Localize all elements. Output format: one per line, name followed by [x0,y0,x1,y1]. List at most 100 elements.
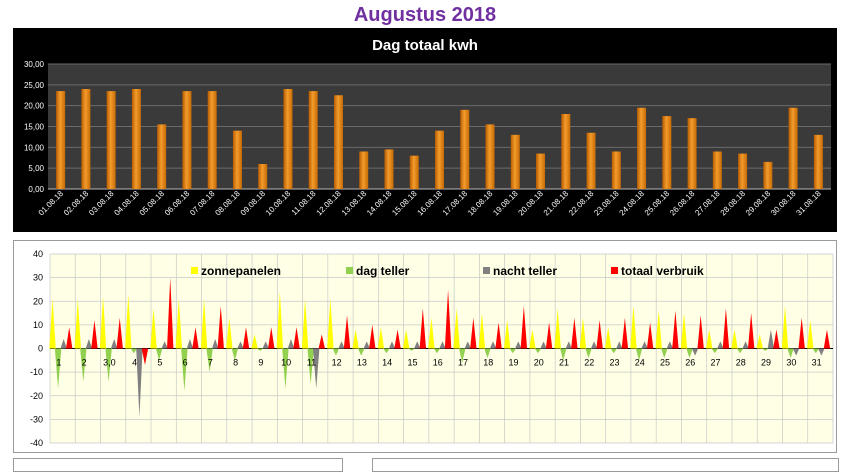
bar [182,91,192,189]
totaal-verbruik-spike [621,317,629,349]
y-tick-label: 40 [33,249,43,259]
dag-teller-spike [711,348,718,354]
y-tick-label: 0,00 [28,185,44,194]
nacht-teller-spike [540,341,547,349]
nacht-teller-spike [666,341,674,349]
x-category-label: 14 [382,358,392,368]
bar [308,91,318,189]
bar [561,114,571,189]
zonnepanelen-spike [731,329,738,349]
nacht-teller-spike [565,341,573,349]
dag-teller-spike [282,348,289,389]
totaal-verbruik-spike [697,315,704,349]
totaal-verbruik-spike [65,327,73,349]
bar [460,109,470,189]
zonnepanelen-spike [680,313,688,349]
bar [586,132,596,189]
x-category-label: 5 [157,358,162,368]
zonnepanelen-spike [49,298,56,349]
nacht-teller-spike [792,348,800,356]
bar [56,91,66,189]
legend-label: nacht teller [493,264,557,278]
zonnepanelen-spike [74,298,81,349]
y-tick-label: 30 [33,273,43,283]
y-tick-label: 20,00 [24,102,45,111]
bar [637,107,647,189]
zonnepanelen-spike [327,298,334,349]
nacht-teller-spike [489,341,497,349]
dag-teller-spike [206,348,213,373]
zonnepanelen-spike [301,298,309,349]
zonnepanelen-spike [554,308,561,349]
dag-teller-spike [105,348,112,382]
totaal-verbruik-spike [444,289,452,349]
totaal-verbruik-spike [419,308,427,349]
y-tick-label: 5,00 [28,164,44,173]
x-category-label: 13 [357,358,367,368]
legend-swatch [611,267,618,274]
nacht-teller-spike [110,339,118,349]
nacht-teller-spike [136,348,143,418]
totaal-verbruik-spike [747,313,755,349]
x-category-label: 6 [183,358,188,368]
dag-teller-spike [130,348,138,354]
nacht-teller-spike [742,341,749,349]
zonnepanelen-spike [251,334,258,349]
nacht-teller-spike [338,341,345,349]
nacht-teller-spike [287,339,295,349]
totaal-verbruik-spike [116,317,123,349]
dag-teller-spike [736,348,744,354]
bar [131,89,141,189]
y-tick-label: -30 [30,414,43,424]
y-tick-label: -20 [30,391,43,401]
totaal-verbruik-spike [470,317,477,349]
nacht-teller-spike [161,341,168,349]
dag-teller-spike [181,348,188,392]
dag-teller-spike [155,348,163,361]
x-category-label: 22 [584,358,594,368]
dag-teller-spike [256,348,264,351]
x-category-label: 23 [610,358,620,368]
zonnepanelen-spike [125,294,132,349]
bar [536,153,546,189]
zonnepanelen-spike [200,298,208,349]
totaal-verbruik-spike [672,310,679,349]
x-category-label: 29 [761,358,771,368]
bar [81,89,91,189]
x-category-label: 18 [483,358,493,368]
nacht-teller-spike [818,348,825,356]
y-tick-label: 10,00 [24,143,45,152]
dag-teller-spike [383,348,390,354]
x-category-label: 30 [786,358,796,368]
nacht-teller-spike [590,341,598,349]
dag-teller-spike [332,348,340,356]
y-tick-label: 30,00 [24,60,45,69]
totaal-verbruik-spike [293,327,300,349]
bar [788,107,798,189]
zonnepanelen-spike [478,313,486,349]
totaal-verbruik-spike [318,334,325,349]
bar [485,124,495,189]
x-category-label: 27 [711,358,721,368]
x-category-label: 2 [82,358,87,368]
totaal-verbruik-spike [520,305,528,349]
bar [106,91,116,189]
dag-teller-spike [585,348,592,358]
dag-teller-spike [231,348,239,361]
zonnepanelen-spike [706,329,713,349]
dag-teller-spike [357,348,365,356]
bar [738,153,748,189]
x-category-label: 17 [458,358,468,368]
x-category-label: 3,0 [103,358,116,368]
daily-total-chart: Dag totaal kwh 0,00 5,00 10,00 15,00 20,00 25,… [13,28,837,232]
totaal-verbruik-spike [268,327,275,349]
zonnepanelen-spike [807,320,814,349]
dag-teller-spike [812,348,820,354]
bar [333,95,343,189]
bar [409,155,419,189]
dag-teller-spike [484,348,491,358]
zonnepanelen-spike [352,329,359,349]
nacht-teller-spike [691,348,699,356]
zonnepanelen-spike [529,329,536,349]
